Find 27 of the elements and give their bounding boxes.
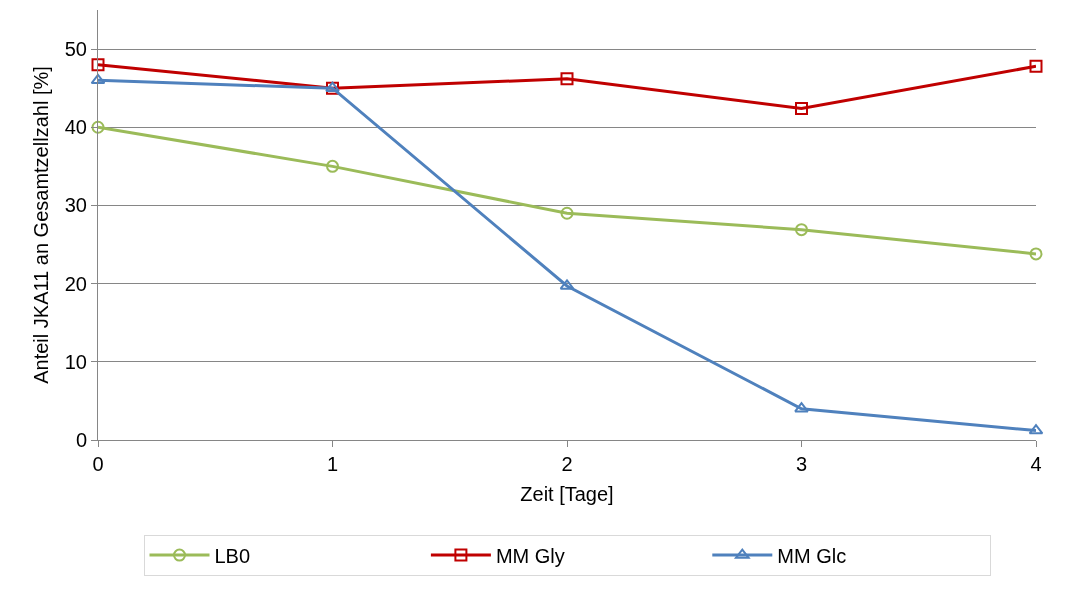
y-axis-title: Anteil JKA11 an Gesamtzellzahl [%] [30, 66, 53, 384]
y-tick-label: 0 [75, 429, 87, 451]
y-tick-label: 10 [64, 350, 87, 373]
point [795, 223, 808, 237]
legend-label: MM Glc [777, 544, 847, 567]
point [91, 120, 105, 134]
point [91, 58, 105, 72]
point [794, 402, 809, 413]
point [326, 159, 339, 173]
legend-label: MM Gly [495, 544, 565, 567]
y-tick-label: 20 [64, 272, 87, 295]
point [1029, 59, 1043, 73]
point [1029, 247, 1043, 261]
x-axis-title: Zeit [Tage] [520, 482, 614, 505]
legend-label: LB0 [214, 544, 251, 567]
x-tick-label: 0 [92, 453, 104, 475]
y-tick-label: 40 [64, 116, 87, 139]
point [560, 206, 574, 220]
y-tick-label: 30 [64, 194, 87, 217]
point [560, 72, 574, 86]
point [90, 73, 106, 85]
x-tick-label: 3 [795, 453, 808, 475]
point [795, 102, 808, 116]
x-tick-label: 4 [1030, 453, 1042, 475]
y-tick-label: 50 [64, 38, 87, 61]
x-tick-label: 1 [326, 453, 339, 475]
x-tick-label: 2 [561, 453, 573, 475]
